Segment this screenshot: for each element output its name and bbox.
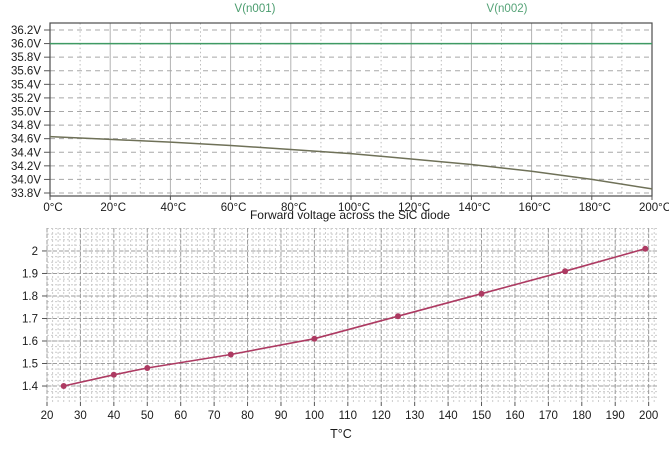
data-point-marker: [110, 371, 117, 378]
tick-label: 140°C: [458, 202, 490, 214]
tick-label: 20°C: [100, 202, 126, 214]
data-point-marker: [562, 268, 569, 275]
tick-label: 36.0V: [11, 39, 41, 51]
tick-label: 60: [174, 410, 187, 422]
tick-label: 200: [639, 410, 658, 422]
tick-label: 190: [606, 410, 625, 422]
data-point-marker: [478, 290, 485, 297]
tick-label: 1.5: [22, 359, 38, 371]
tick-label: 34.2V: [11, 161, 41, 173]
tick-label: 1.9: [22, 268, 38, 280]
tick-label: 20: [41, 410, 54, 422]
data-point-marker: [395, 313, 401, 320]
bottom-chart-title: Forward voltage across the SiC diode: [249, 208, 451, 222]
tick-label: 170: [539, 410, 558, 422]
data-point-marker: [60, 383, 67, 389]
tick-label: 35.2V: [11, 93, 41, 105]
tick-label: 34.6V: [11, 134, 41, 146]
tick-label: 90: [275, 410, 288, 422]
tick-label: 80: [241, 410, 254, 422]
data-point-marker: [642, 245, 649, 252]
tick-label: 120: [372, 410, 391, 422]
tick-label: 140: [439, 410, 458, 422]
tick-label: 160: [505, 410, 524, 422]
trace-label-vn002: V(n002): [486, 3, 528, 15]
tick-label: 70: [208, 410, 221, 422]
tick-label: 35.6V: [11, 66, 41, 78]
tick-label: 35.8V: [11, 52, 41, 64]
tick-label: 40°C: [161, 202, 187, 214]
tick-label: 160°C: [519, 202, 551, 214]
tick-label: 34.8V: [11, 120, 41, 132]
tick-label: 36.2V: [11, 25, 41, 37]
tick-label: 1.4: [22, 381, 39, 393]
tick-label: 35.4V: [11, 79, 41, 91]
tick-label: 200°C: [639, 202, 669, 214]
tick-label: 33.8V: [11, 188, 41, 200]
tick-label: 0°C: [43, 202, 62, 214]
tick-label: 2: [32, 246, 38, 258]
tick-label: 35.0V: [11, 107, 41, 119]
trace-V(n002): [49, 135, 653, 190]
tick-label: 150: [472, 410, 491, 422]
data-point-marker: [311, 335, 318, 342]
tick-label: 80°C: [281, 202, 307, 214]
tick-label: 130: [405, 410, 424, 422]
tick-label: 100°C: [338, 202, 370, 214]
tick-label: 1.8: [22, 291, 38, 303]
tick-label: 100: [305, 410, 324, 422]
tick-label: 1.6: [22, 336, 38, 348]
tick-label: 110: [339, 410, 357, 422]
tick-label: 34.4V: [11, 147, 41, 159]
tick-label: 30: [74, 410, 87, 422]
tick-label: 60°C: [221, 202, 247, 214]
tick-label: 34.0V: [11, 174, 41, 186]
tick-label: 120°C: [398, 202, 430, 214]
tick-label: 40: [107, 410, 120, 422]
tick-label: 1.7: [22, 313, 38, 325]
data-point-marker: [227, 351, 234, 358]
tick-label: 50: [141, 410, 154, 422]
tick-label: 180: [572, 410, 591, 422]
tick-label: 180°C: [579, 202, 611, 214]
data-point-marker: [144, 365, 151, 371]
trace-label-vn001: V(n001): [234, 3, 276, 15]
temperature-axis-label: T°C: [330, 427, 352, 441]
forward-voltage-trace: [63, 247, 646, 387]
